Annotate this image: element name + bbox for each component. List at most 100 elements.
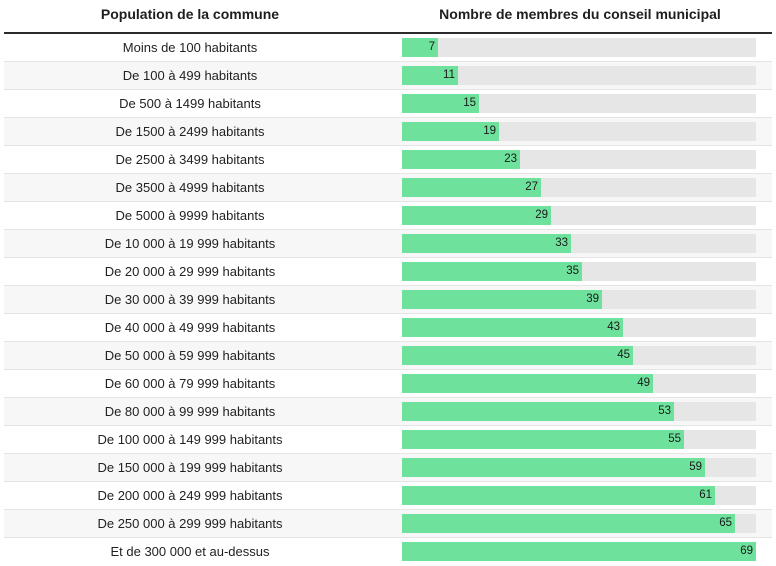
table-row: De 40 000 à 49 999 habitants 43 bbox=[4, 314, 772, 342]
population-range-label: Moins de 100 habitants bbox=[122, 40, 258, 55]
table-row: De 20 000 à 29 999 habitants 35 bbox=[4, 258, 772, 286]
bar-value-label: 7 bbox=[428, 41, 435, 53]
bar-value-label: 35 bbox=[566, 265, 579, 277]
bar-value-label: 11 bbox=[443, 69, 455, 81]
bar-track: 53 bbox=[402, 402, 756, 421]
bar-track: 15 bbox=[402, 94, 756, 113]
table-row: Et de 300 000 et au-dessus 69 bbox=[4, 538, 772, 566]
column-header-population: Population de la commune bbox=[100, 6, 280, 22]
bar-value-label: 27 bbox=[525, 181, 538, 193]
table-row: De 100 000 à 149 999 habitants 55 bbox=[4, 426, 772, 454]
council-members-bar: 23 bbox=[402, 150, 520, 169]
bar-track: 43 bbox=[402, 318, 756, 337]
bar-track: 27 bbox=[402, 178, 756, 197]
bar-value-label: 43 bbox=[607, 321, 620, 333]
table-row: De 50 000 à 59 999 habitants 45 bbox=[4, 342, 772, 370]
council-members-bar: 35 bbox=[402, 262, 582, 281]
bar-track: 7 bbox=[402, 38, 756, 57]
bar-value-label: 33 bbox=[555, 237, 568, 249]
bar-track: 59 bbox=[402, 458, 756, 477]
bar-value-label: 19 bbox=[483, 125, 496, 137]
bar-track: 33 bbox=[402, 234, 756, 253]
bar-track: 55 bbox=[402, 430, 756, 449]
bar-value-label: 65 bbox=[719, 517, 732, 529]
council-members-bar: 55 bbox=[402, 430, 684, 449]
population-range-label: De 500 à 1499 habitants bbox=[119, 96, 261, 111]
bar-track: 23 bbox=[402, 150, 756, 169]
table-row: De 2500 à 3499 habitants 23 bbox=[4, 146, 772, 174]
population-range-label: Et de 300 000 et au-dessus bbox=[110, 544, 270, 559]
table-row: De 60 000 à 79 999 habitants 49 bbox=[4, 370, 772, 398]
council-members-bar: 29 bbox=[402, 206, 551, 225]
council-members-bar: 19 bbox=[402, 122, 499, 141]
bar-value-label: 45 bbox=[617, 349, 630, 361]
table-header: Population de la commune Nombre de membr… bbox=[4, 0, 772, 34]
bar-value-label: 61 bbox=[699, 489, 712, 501]
bar-track: 49 bbox=[402, 374, 756, 393]
population-range-label: De 60 000 à 79 999 habitants bbox=[104, 376, 276, 391]
council-members-bar: 39 bbox=[402, 290, 602, 309]
population-range-label: De 30 000 à 39 999 habitants bbox=[104, 292, 276, 307]
bar-value-label: 55 bbox=[668, 433, 681, 445]
population-range-label: De 80 000 à 99 999 habitants bbox=[104, 404, 276, 419]
population-range-label: De 50 000 à 59 999 habitants bbox=[104, 348, 276, 363]
bar-value-label: 39 bbox=[586, 293, 599, 305]
table-row: De 5000 à 9999 habitants 29 bbox=[4, 202, 772, 230]
bar-track: 65 bbox=[402, 514, 756, 533]
population-range-label: De 1500 à 2499 habitants bbox=[115, 124, 265, 139]
council-members-bar: 27 bbox=[402, 178, 541, 197]
column-header-council-members: Nombre de membres du conseil municipal bbox=[439, 6, 721, 22]
population-range-label: De 200 000 à 249 999 habitants bbox=[97, 488, 283, 503]
population-range-label: De 5000 à 9999 habitants bbox=[115, 208, 265, 223]
bar-track: 35 bbox=[402, 262, 756, 281]
table-row: De 3500 à 4999 habitants 27 bbox=[4, 174, 772, 202]
council-members-bar: 61 bbox=[402, 486, 715, 505]
population-range-label: De 100 à 499 habitants bbox=[122, 68, 258, 83]
table-row: De 100 à 499 habitants 11 bbox=[4, 62, 772, 90]
table-row: De 500 à 1499 habitants 15 bbox=[4, 90, 772, 118]
population-range-label: De 2500 à 3499 habitants bbox=[115, 152, 265, 167]
bar-track: 29 bbox=[402, 206, 756, 225]
bar-value-label: 53 bbox=[658, 405, 671, 417]
council-members-bar: 69 bbox=[402, 542, 756, 561]
council-members-bar: 33 bbox=[402, 234, 571, 253]
bar-track: 45 bbox=[402, 346, 756, 365]
table-row: De 10 000 à 19 999 habitants 33 bbox=[4, 230, 772, 258]
table-row: Moins de 100 habitants 7 bbox=[4, 34, 772, 62]
council-members-bar: 43 bbox=[402, 318, 623, 337]
council-members-bar: 59 bbox=[402, 458, 705, 477]
bar-value-label: 49 bbox=[637, 377, 650, 389]
population-range-label: De 40 000 à 49 999 habitants bbox=[104, 320, 276, 335]
bar-value-label: 23 bbox=[504, 153, 517, 165]
population-range-label: De 100 000 à 149 999 habitants bbox=[97, 432, 283, 447]
bar-value-label: 29 bbox=[535, 209, 548, 221]
population-range-label: De 150 000 à 199 999 habitants bbox=[97, 460, 283, 475]
table-body: Moins de 100 habitants 7 De 100 à 499 habi… bbox=[4, 34, 772, 566]
population-range-label: De 10 000 à 19 999 habitants bbox=[104, 236, 276, 251]
bar-track: 19 bbox=[402, 122, 756, 141]
population-range-label: De 3500 à 4999 habitants bbox=[115, 180, 265, 195]
council-members-bar: 53 bbox=[402, 402, 674, 421]
bar-track: 11 bbox=[402, 66, 756, 85]
population-range-label: De 250 000 à 299 999 habitants bbox=[97, 516, 283, 531]
council-members-bar: 45 bbox=[402, 346, 633, 365]
council-members-bar: 11 bbox=[402, 66, 458, 85]
council-members-bar: 15 bbox=[402, 94, 479, 113]
table-row: De 150 000 à 199 999 habitants 59 bbox=[4, 454, 772, 482]
bar-track: 69 bbox=[402, 542, 756, 561]
bar-track: 61 bbox=[402, 486, 756, 505]
council-members-bar: 49 bbox=[402, 374, 653, 393]
council-members-bar: 65 bbox=[402, 514, 735, 533]
table-row: De 30 000 à 39 999 habitants 39 bbox=[4, 286, 772, 314]
table-row: De 250 000 à 299 999 habitants 65 bbox=[4, 510, 772, 538]
bar-value-label: 15 bbox=[463, 97, 476, 109]
table-row: De 200 000 à 249 999 habitants 61 bbox=[4, 482, 772, 510]
bar-value-label: 69 bbox=[740, 545, 753, 557]
population-range-label: De 20 000 à 29 999 habitants bbox=[104, 264, 276, 279]
council-members-bar: 7 bbox=[402, 38, 438, 57]
table-row: De 80 000 à 99 999 habitants 53 bbox=[4, 398, 772, 426]
bar-value-label: 59 bbox=[689, 461, 702, 473]
table-row: De 1500 à 2499 habitants 19 bbox=[4, 118, 772, 146]
bar-track: 39 bbox=[402, 290, 756, 309]
